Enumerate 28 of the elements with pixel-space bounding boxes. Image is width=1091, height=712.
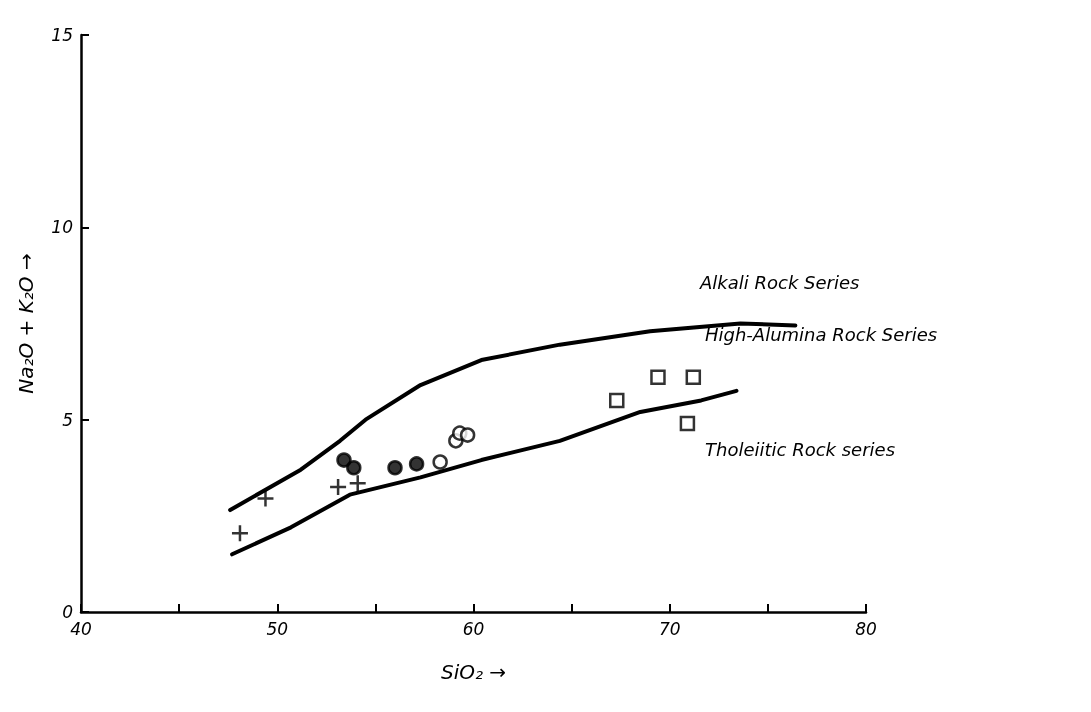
y-tick-label: 10	[51, 217, 73, 238]
y-axis-title: Na₂O + K₂O →	[14, 253, 38, 394]
point	[408, 456, 425, 472]
y-tick-label: 15	[51, 25, 73, 45]
y-tick-label: 5	[62, 409, 73, 430]
point	[609, 392, 625, 409]
x-tick-label: 70	[658, 618, 681, 639]
point	[459, 427, 476, 443]
point	[685, 369, 702, 386]
x-tick-label: 80	[855, 618, 877, 639]
point	[679, 415, 696, 432]
y-tick-label: 0	[62, 602, 73, 622]
point	[328, 477, 348, 497]
annotation: Alkali Rock Series	[699, 271, 860, 293]
point	[256, 489, 275, 508]
point	[432, 454, 448, 470]
point	[650, 369, 666, 386]
point	[348, 473, 367, 493]
point	[336, 452, 352, 468]
point	[230, 523, 250, 543]
annotation: High-Alumina Rock Series	[705, 323, 938, 345]
x-tick-label: 50	[266, 618, 289, 639]
point	[346, 460, 362, 476]
x-tick-label: 60	[462, 618, 485, 639]
annotation: Tholeiitic Rock series	[705, 438, 896, 460]
x-tick-label: 40	[70, 618, 92, 639]
point	[387, 460, 403, 476]
x-axis-title: SiO₂ →	[440, 660, 507, 684]
